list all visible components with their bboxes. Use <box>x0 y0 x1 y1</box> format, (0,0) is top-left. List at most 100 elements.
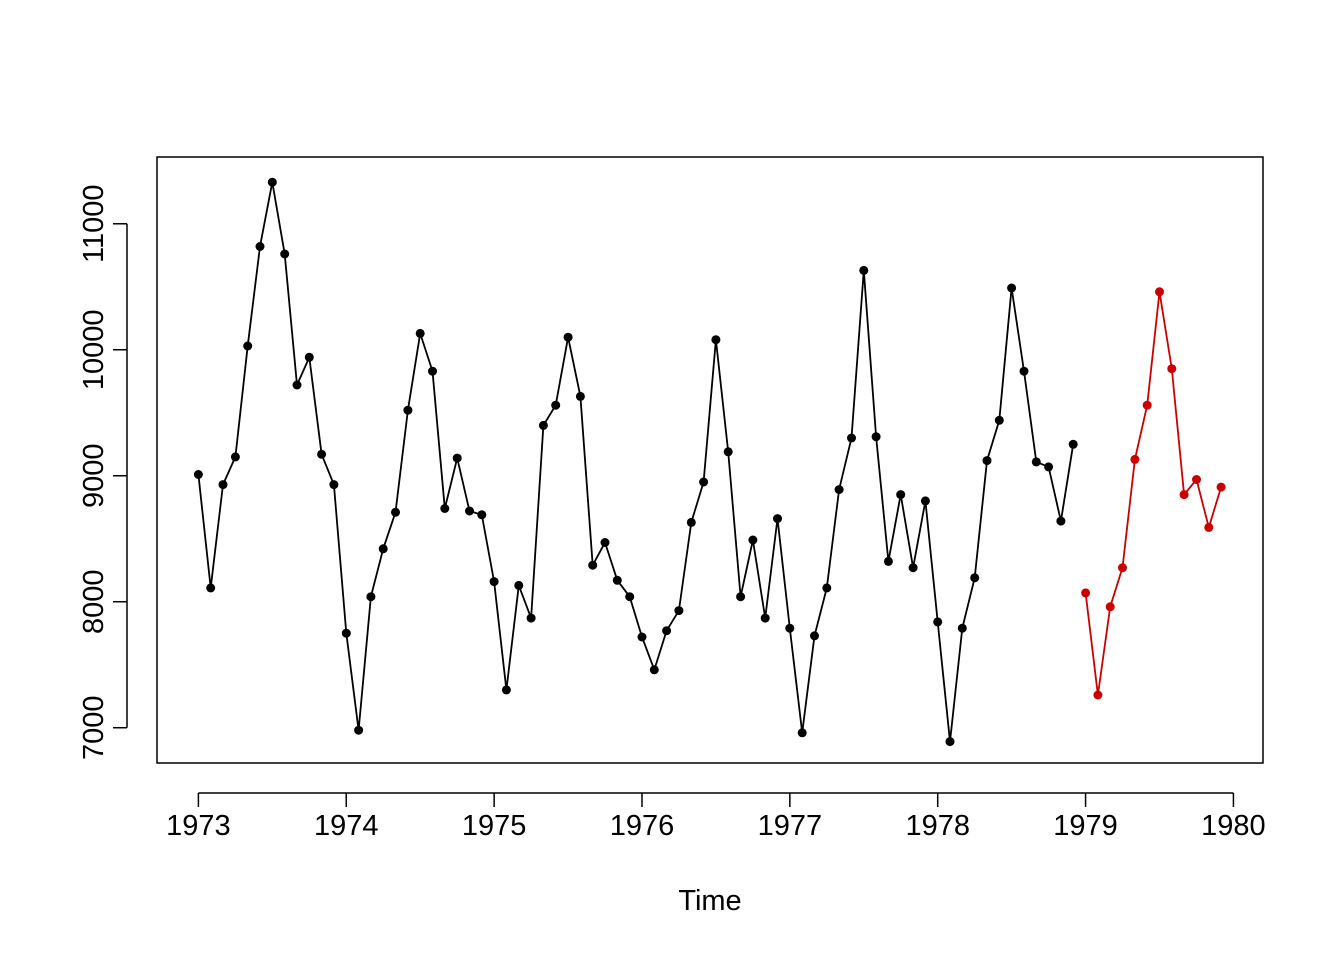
series-1-point <box>292 380 302 390</box>
series-1-point <box>1031 457 1041 467</box>
y-tick-label: 11000 <box>78 185 110 263</box>
series-1-point <box>1044 462 1054 472</box>
series-1-point <box>822 583 832 593</box>
series-1-point <box>1056 516 1066 526</box>
series-1-point <box>391 507 400 517</box>
series-2-point <box>1130 454 1140 464</box>
x-tick-label: 1974 <box>314 810 379 842</box>
series-1-point <box>193 470 203 479</box>
series-1-point <box>797 728 807 738</box>
series-1-point <box>428 366 437 376</box>
x-tick-label: 1977 <box>758 810 823 842</box>
series-1-point <box>859 265 869 275</box>
series-1-point <box>637 632 647 642</box>
series-1-point <box>218 480 228 490</box>
y-tick-label: 7000 <box>78 695 110 760</box>
series-1-point <box>465 506 474 516</box>
series-2-point <box>1179 490 1189 500</box>
series-1-point <box>341 628 351 638</box>
series-1-point <box>243 341 253 351</box>
series-2-point <box>1204 522 1214 532</box>
series-1-point <box>366 592 376 602</box>
series-1-point <box>649 665 659 675</box>
series-2-point <box>1192 475 1201 484</box>
series-1-point <box>945 737 955 747</box>
series-1-point <box>625 592 635 602</box>
series-1-point <box>415 328 425 338</box>
series-2-point <box>1216 482 1226 492</box>
series-1-point <box>994 415 1004 425</box>
series-1-point <box>723 447 733 457</box>
series-1-point <box>526 613 536 623</box>
series-1-point <box>674 606 684 616</box>
series-2-point <box>1093 690 1103 700</box>
series-2-point <box>1118 563 1127 573</box>
series-2-line <box>1084 291 1222 696</box>
series-1-point <box>206 583 216 593</box>
series-2-point <box>1105 602 1115 612</box>
series-1-point <box>1019 366 1029 376</box>
series-1-point <box>378 544 388 554</box>
series-1-point <box>686 517 696 527</box>
y-tick-label: 8000 <box>78 569 110 634</box>
series-1-point <box>538 420 548 430</box>
y-axis: 7000 8000 9000 10000 11000 <box>78 185 128 760</box>
series-1-point <box>440 504 450 513</box>
series-1-point <box>883 556 893 566</box>
series-1-point <box>267 177 277 187</box>
series-2-point <box>1167 364 1177 374</box>
x-tick-label: 1980 <box>1201 810 1266 842</box>
series-1-point <box>612 575 622 585</box>
series-1-point <box>588 560 598 570</box>
x-tick-label: 1975 <box>462 810 527 842</box>
series-1-point <box>354 725 364 735</box>
series-1-point <box>551 400 561 410</box>
series-1-point <box>1068 439 1078 449</box>
series-1-point <box>748 535 758 545</box>
series-1-point <box>1007 283 1017 293</box>
series-1-point <box>452 453 462 463</box>
y-tick-label: 10000 <box>78 309 110 390</box>
series-1-point <box>810 631 819 641</box>
series-1-point <box>477 510 487 520</box>
series-1-line <box>197 182 1075 742</box>
series-1-point <box>760 613 770 623</box>
series-1-point <box>970 573 980 583</box>
x-axis: 1973 1974 1975 1976 1977 1978 1979 1980 <box>166 792 1266 842</box>
series-1-point <box>563 332 573 342</box>
series-1-point <box>982 456 992 466</box>
series-1-point <box>501 685 511 695</box>
series-1-point <box>908 563 918 573</box>
series-1-point <box>933 617 943 627</box>
x-tick-label: 1979 <box>1053 810 1118 842</box>
series-2-point <box>1155 287 1164 297</box>
series-1-point <box>785 623 795 633</box>
series-2-point <box>1081 588 1091 598</box>
series-1-point <box>489 577 499 587</box>
series-1-point <box>317 449 327 459</box>
x-tick-label: 1976 <box>610 810 675 842</box>
series-1-point <box>514 580 524 590</box>
series-1-point <box>871 432 881 442</box>
x-tick-label: 1978 <box>905 810 970 842</box>
plot-box <box>156 156 1264 764</box>
series-1-point <box>920 496 930 506</box>
series-1-point <box>329 480 339 490</box>
series-1-point <box>847 433 856 443</box>
series-1-point <box>834 485 844 495</box>
series-1-point <box>711 335 721 345</box>
series-1-point <box>699 477 709 487</box>
series-1-point <box>896 490 906 500</box>
y-tick-label: 9000 <box>78 443 110 508</box>
series-1-point <box>304 352 314 362</box>
series-1-point <box>255 242 265 251</box>
series-layer <box>193 177 1226 747</box>
series-1-point <box>662 626 672 636</box>
series-1-point <box>957 623 967 633</box>
series-1-point <box>280 249 290 259</box>
x-tick-label: 1973 <box>166 810 231 842</box>
series-2-point <box>1142 400 1152 410</box>
series-1-point <box>736 592 746 602</box>
x-axis-title: Time <box>678 885 741 917</box>
